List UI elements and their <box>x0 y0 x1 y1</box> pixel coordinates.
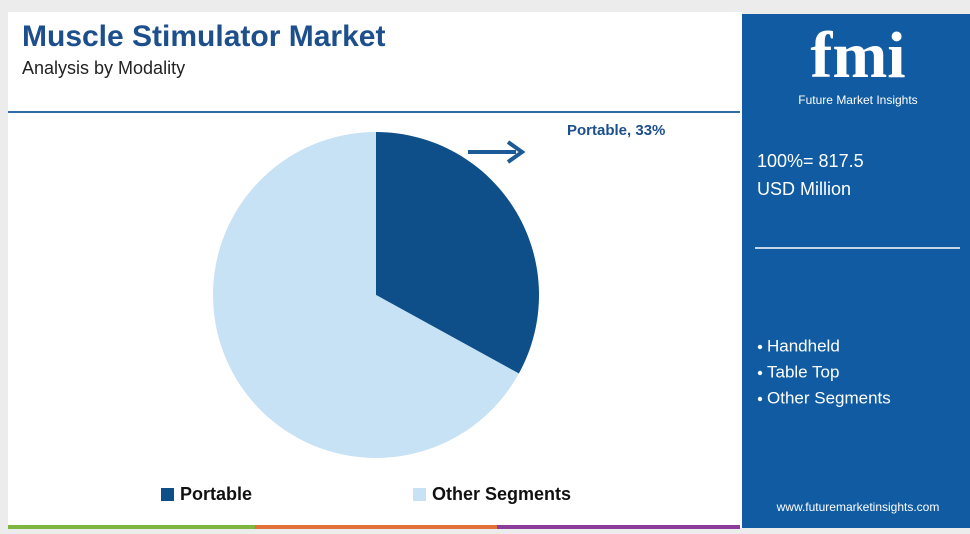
stripe <box>497 525 740 529</box>
stripe <box>255 525 497 529</box>
segment-item: Table Top <box>767 362 839 381</box>
legend-label: Portable <box>180 484 252 504</box>
bullet <box>757 396 763 402</box>
legend-swatch <box>161 488 174 501</box>
legend-swatch <box>413 488 426 501</box>
data-label: Portable, 33% <box>567 122 665 139</box>
market-unit: USD Million <box>757 179 851 199</box>
stripe <box>8 525 255 529</box>
pie <box>212 132 539 458</box>
side-panel <box>742 14 970 528</box>
label-arrow <box>468 140 526 164</box>
bullet <box>757 370 763 376</box>
segment-list: Handheld Table Top Other Segments <box>757 336 891 407</box>
segment-item: Handheld <box>767 336 840 355</box>
legend-label: Other Segments <box>432 484 571 504</box>
segment-item: Other Segments <box>767 388 891 407</box>
market-total: 100%= 817.5 <box>757 151 864 171</box>
pie-slice <box>212 132 519 458</box>
chart-subtitle: Analysis by Modality <box>22 58 185 78</box>
brand: Future Market Insights <box>798 93 917 107</box>
pie-slice <box>376 132 539 374</box>
chart-title: Muscle Stimulator Market <box>22 20 385 53</box>
website: www.futuremarketinsights.com <box>776 500 940 514</box>
bullet <box>757 344 763 350</box>
logo: fmi <box>810 19 905 92</box>
